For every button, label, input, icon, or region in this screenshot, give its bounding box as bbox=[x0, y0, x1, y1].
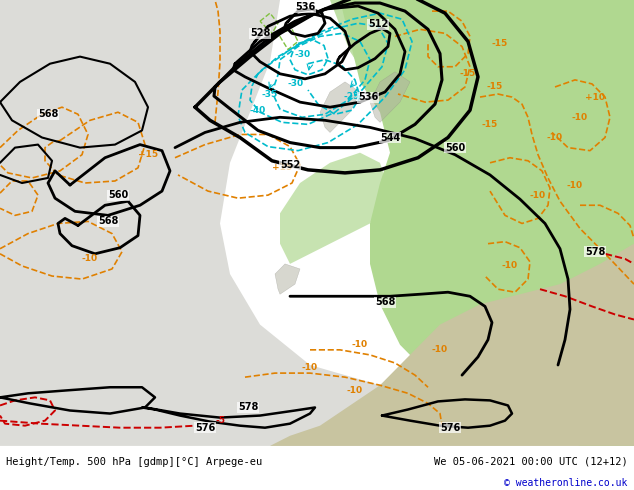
Text: 552: 552 bbox=[280, 160, 300, 170]
Text: -10: -10 bbox=[432, 345, 448, 354]
Text: We 05-06-2021 00:00 UTC (12+12): We 05-06-2021 00:00 UTC (12+12) bbox=[434, 457, 628, 467]
Text: -5: -5 bbox=[215, 416, 225, 425]
Text: -35: -35 bbox=[262, 90, 278, 98]
Text: -30: -30 bbox=[288, 79, 304, 88]
Text: 536: 536 bbox=[358, 92, 378, 102]
Polygon shape bbox=[500, 0, 634, 102]
Text: +10: +10 bbox=[585, 93, 605, 101]
Polygon shape bbox=[0, 0, 150, 82]
Text: 560: 560 bbox=[108, 190, 128, 200]
Text: -10: -10 bbox=[567, 180, 583, 190]
Polygon shape bbox=[310, 0, 634, 446]
Text: -15: -15 bbox=[482, 120, 498, 129]
Polygon shape bbox=[0, 0, 90, 254]
Text: +15: +15 bbox=[138, 150, 158, 159]
Text: -30: -30 bbox=[295, 50, 311, 59]
Polygon shape bbox=[350, 0, 570, 153]
Text: 544: 544 bbox=[380, 132, 400, 143]
Text: -15: -15 bbox=[460, 69, 476, 78]
Text: 528: 528 bbox=[250, 28, 270, 38]
Text: 576: 576 bbox=[440, 423, 460, 433]
Polygon shape bbox=[275, 264, 300, 294]
Text: 568: 568 bbox=[375, 297, 395, 307]
Text: -10: -10 bbox=[547, 133, 563, 142]
Text: 576: 576 bbox=[195, 423, 215, 433]
Text: © weatheronline.co.uk: © weatheronline.co.uk bbox=[504, 478, 628, 488]
Text: -10: -10 bbox=[347, 386, 363, 395]
Text: -10: -10 bbox=[82, 254, 98, 263]
Text: 578: 578 bbox=[238, 402, 258, 413]
Text: 536: 536 bbox=[295, 2, 315, 12]
Text: 568: 568 bbox=[38, 109, 58, 119]
Text: -10: -10 bbox=[302, 363, 318, 371]
Text: -10: -10 bbox=[530, 191, 546, 199]
Text: +15: +15 bbox=[272, 163, 292, 172]
Text: 560: 560 bbox=[445, 143, 465, 152]
Polygon shape bbox=[280, 153, 390, 264]
Text: -15: -15 bbox=[492, 39, 508, 48]
Text: 568: 568 bbox=[98, 217, 118, 226]
Text: -10: -10 bbox=[502, 262, 518, 270]
Polygon shape bbox=[0, 0, 634, 446]
Text: -25: -25 bbox=[344, 92, 360, 100]
Text: -10: -10 bbox=[572, 113, 588, 122]
Polygon shape bbox=[370, 72, 410, 122]
Text: Height/Temp. 500 hPa [gdmp][°C] Arpege-eu: Height/Temp. 500 hPa [gdmp][°C] Arpege-e… bbox=[6, 457, 262, 467]
Polygon shape bbox=[270, 244, 634, 446]
Text: -10: -10 bbox=[352, 340, 368, 349]
Polygon shape bbox=[320, 82, 360, 132]
Text: -15: -15 bbox=[487, 82, 503, 92]
Text: 512: 512 bbox=[368, 19, 388, 29]
Polygon shape bbox=[330, 0, 440, 92]
Text: -40: -40 bbox=[250, 106, 266, 115]
Text: 578: 578 bbox=[585, 247, 605, 257]
